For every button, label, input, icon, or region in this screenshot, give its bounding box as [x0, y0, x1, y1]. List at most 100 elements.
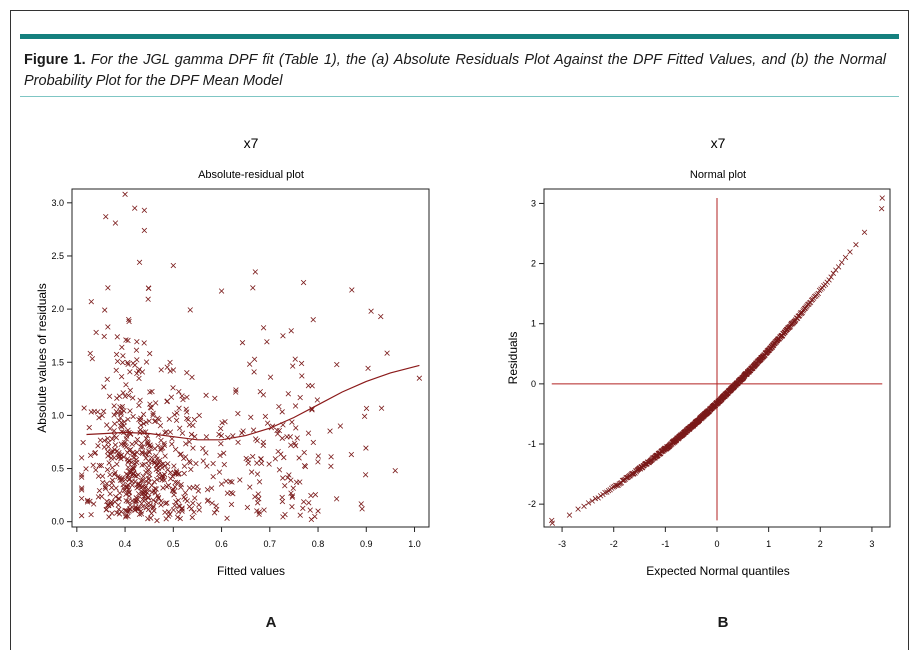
panel-a-point	[118, 419, 125, 426]
panel-a-point	[293, 425, 299, 431]
panel-a-point	[117, 415, 124, 421]
panel-a-point	[112, 220, 119, 226]
panel-a-point	[150, 410, 156, 416]
panel-a-point	[137, 417, 144, 424]
panel-a-point	[110, 448, 116, 455]
panel-a-point	[78, 455, 85, 461]
panel-b-point	[614, 482, 620, 489]
panel-a-point	[104, 376, 110, 383]
panel-a-point	[133, 440, 139, 446]
panel-b-point	[835, 264, 842, 270]
panel-a-point	[159, 473, 165, 479]
panel-a-point	[279, 409, 285, 415]
panel-a-point	[310, 317, 316, 323]
panel-a-point	[78, 485, 85, 491]
panel-a-point	[239, 340, 246, 346]
panel-label-a: A	[265, 614, 277, 631]
panel-a-point	[127, 408, 133, 414]
panel-a-point	[145, 296, 151, 302]
panel-a-point	[264, 339, 270, 345]
panel-a-point	[163, 516, 169, 522]
panel-a-point	[187, 460, 193, 466]
panel-a-point	[126, 490, 132, 496]
panel-b-point	[847, 249, 853, 255]
panel-a-point	[361, 413, 368, 420]
panel-a-point	[83, 466, 89, 472]
panel-a-point	[416, 375, 423, 381]
panel-a-point	[124, 359, 131, 366]
panel-a-point	[120, 482, 126, 488]
panel-a-point	[145, 506, 152, 513]
panel-a-point	[279, 435, 285, 441]
panel-b-point	[839, 259, 845, 266]
panel-a-point	[298, 360, 305, 367]
panel-a-point	[290, 363, 296, 369]
panel-a-point	[139, 449, 145, 455]
panel-a-y-tick-label: 2.5	[51, 251, 64, 261]
panel-a-point	[176, 388, 182, 395]
panel-a-point	[286, 472, 292, 478]
panel-a-point	[164, 500, 170, 506]
panel-b-point	[605, 487, 612, 494]
panel-a-point	[250, 427, 257, 433]
panel-a-point	[115, 455, 121, 461]
panel-a-point	[174, 410, 180, 416]
panel-b-x-label: Expected Normal quantiles	[646, 564, 789, 578]
panel-a-point	[164, 364, 170, 370]
panel-a-point	[129, 450, 136, 456]
panel-a-point	[90, 501, 97, 507]
panel-a-point	[169, 473, 176, 480]
panel-a-point	[153, 486, 159, 492]
panel-a-point	[104, 448, 111, 455]
panel-a-point	[177, 425, 183, 431]
panel-a-point	[186, 422, 193, 428]
panel-a-point	[103, 213, 109, 220]
panel-a-point	[135, 506, 141, 512]
panel-a-point	[139, 450, 146, 457]
panel-a-point	[280, 475, 286, 481]
panel-a-point	[378, 313, 384, 320]
panel-a-point	[179, 430, 186, 436]
panel-a-point	[163, 429, 169, 435]
panel-a-point	[150, 497, 156, 503]
panel-a-point	[126, 457, 132, 464]
panel-a-point	[152, 400, 159, 406]
panel-a-point	[179, 505, 185, 511]
panel-a-point	[99, 473, 106, 479]
panel-a-point	[132, 507, 138, 513]
panel-a-point	[166, 416, 172, 422]
panel-a-point	[134, 449, 140, 455]
panel-a-point	[138, 477, 144, 484]
panel-a-point	[111, 455, 117, 461]
panel-a-plot-frame	[71, 188, 430, 528]
panel-a-point	[171, 492, 177, 498]
panel-a-point	[256, 496, 262, 502]
panel-a-point	[123, 436, 130, 442]
panel-a-point	[118, 452, 125, 458]
panel-a-point	[254, 500, 261, 506]
panel-a-point	[158, 437, 164, 444]
panel-a-point	[113, 493, 119, 500]
panel-a-point	[297, 394, 303, 401]
panel-a-point	[307, 507, 313, 513]
figure-frame	[10, 10, 909, 650]
panel-a-point	[140, 473, 147, 480]
panel-b-x-tick-label: 3	[869, 539, 874, 549]
panel-a-point	[125, 337, 131, 344]
panel-a-point	[125, 472, 131, 478]
panel-a-point	[305, 430, 312, 436]
panel-b-title: x7	[711, 135, 726, 151]
panel-a-point	[250, 453, 256, 460]
panel-a-point	[170, 385, 176, 391]
panel-b-point	[842, 254, 849, 261]
panel-a-point	[99, 412, 105, 419]
panel-a-x-tick-label: 0.4	[119, 539, 132, 549]
panel-a-point	[288, 328, 294, 334]
panel-a-point	[221, 461, 227, 468]
panel-a-point	[135, 491, 142, 497]
panel-a-point	[105, 324, 111, 330]
panel-a-point	[158, 367, 164, 373]
panel-a-point	[141, 227, 148, 234]
panel-a-point	[161, 477, 168, 483]
panel-a-point	[169, 488, 176, 494]
